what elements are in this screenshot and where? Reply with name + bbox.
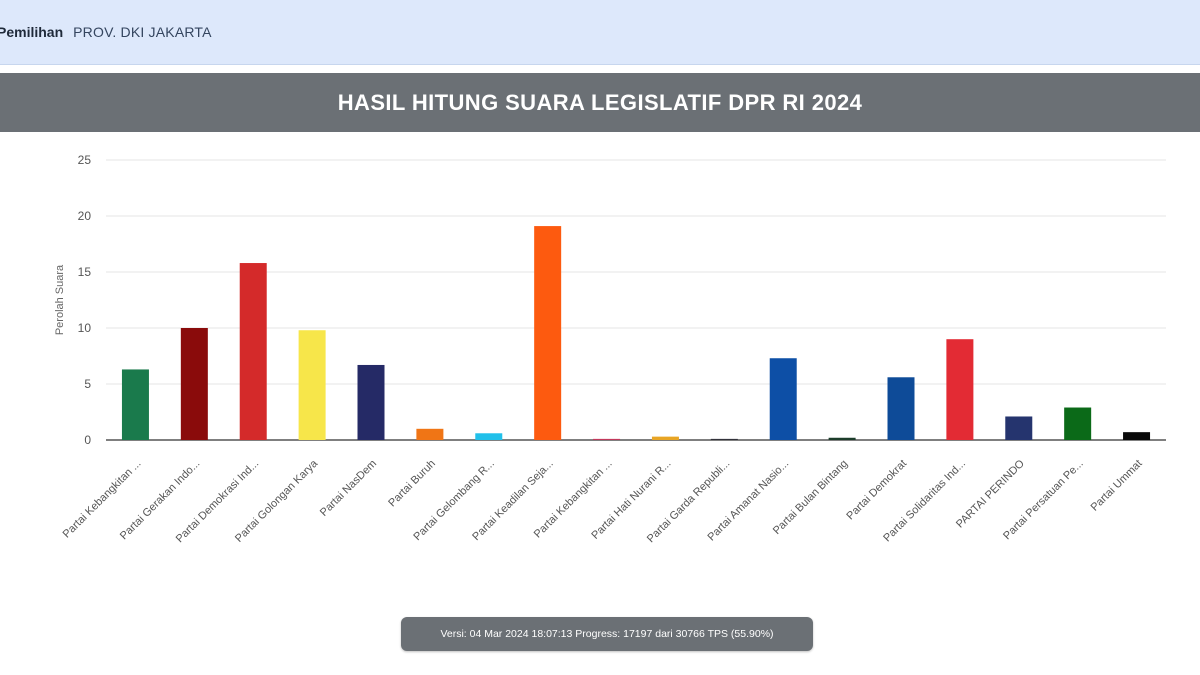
bar[interactable] [769, 358, 797, 440]
bar[interactable] [1064, 407, 1092, 440]
chart-gridlines [106, 159, 1166, 441]
bar[interactable] [534, 226, 562, 440]
bar[interactable] [828, 437, 856, 440]
version-progress-text: Versi: 04 Mar 2024 18:07:13 Progress: 17… [440, 628, 774, 640]
y-axis: 0 5 10 15 20 25 [78, 153, 92, 447]
version-progress-badge: Versi: 04 Mar 2024 18:07:13 Progress: 17… [401, 617, 813, 651]
breadcrumb-region[interactable]: PROV. DKI JAKARTA [73, 24, 212, 40]
x-tick-label: Partai Demokrat [844, 458, 909, 523]
y-tick-label: 25 [78, 153, 92, 167]
bar[interactable] [946, 339, 974, 440]
y-tick-label: 20 [78, 209, 92, 223]
bar[interactable] [1123, 432, 1151, 440]
x-axis-labels: Partai Kebangkitan ...Partai Gerakan Ind… [61, 457, 1145, 545]
bar[interactable] [239, 263, 267, 440]
bar[interactable] [593, 438, 621, 440]
bar[interactable] [710, 438, 738, 440]
x-tick-label: Partai Buruh [386, 458, 438, 510]
chart-bars [121, 226, 1151, 440]
breadcrumb-pemilihan[interactable]: Pemilihan [0, 24, 64, 40]
y-tick-label: 5 [84, 377, 91, 391]
y-tick-label: 15 [78, 265, 92, 279]
bar[interactable] [887, 377, 915, 440]
x-tick-label: Partai NasDem [318, 458, 379, 519]
y-axis-label: Perolah Suara [54, 264, 66, 335]
y-tick-label: 10 [78, 321, 92, 335]
bar[interactable] [651, 436, 679, 440]
bar[interactable] [298, 330, 326, 440]
x-tick-label: Partai Ummat [1089, 458, 1145, 514]
y-tick-label: 0 [84, 433, 91, 447]
bar[interactable] [416, 428, 444, 440]
chart-title: HASIL HITUNG SUARA LEGISLATIF DPR RI 202… [337, 89, 863, 115]
bar[interactable] [1005, 416, 1033, 440]
bar[interactable] [121, 369, 149, 440]
top-bar: Pemilihan PROV. DKI JAKARTA [0, 0, 1200, 65]
bar[interactable] [475, 433, 503, 440]
chart-header: HASIL HITUNG SUARA LEGISLATIF DPR RI 202… [0, 73, 1200, 132]
bar[interactable] [180, 328, 208, 440]
bar[interactable] [357, 364, 385, 440]
